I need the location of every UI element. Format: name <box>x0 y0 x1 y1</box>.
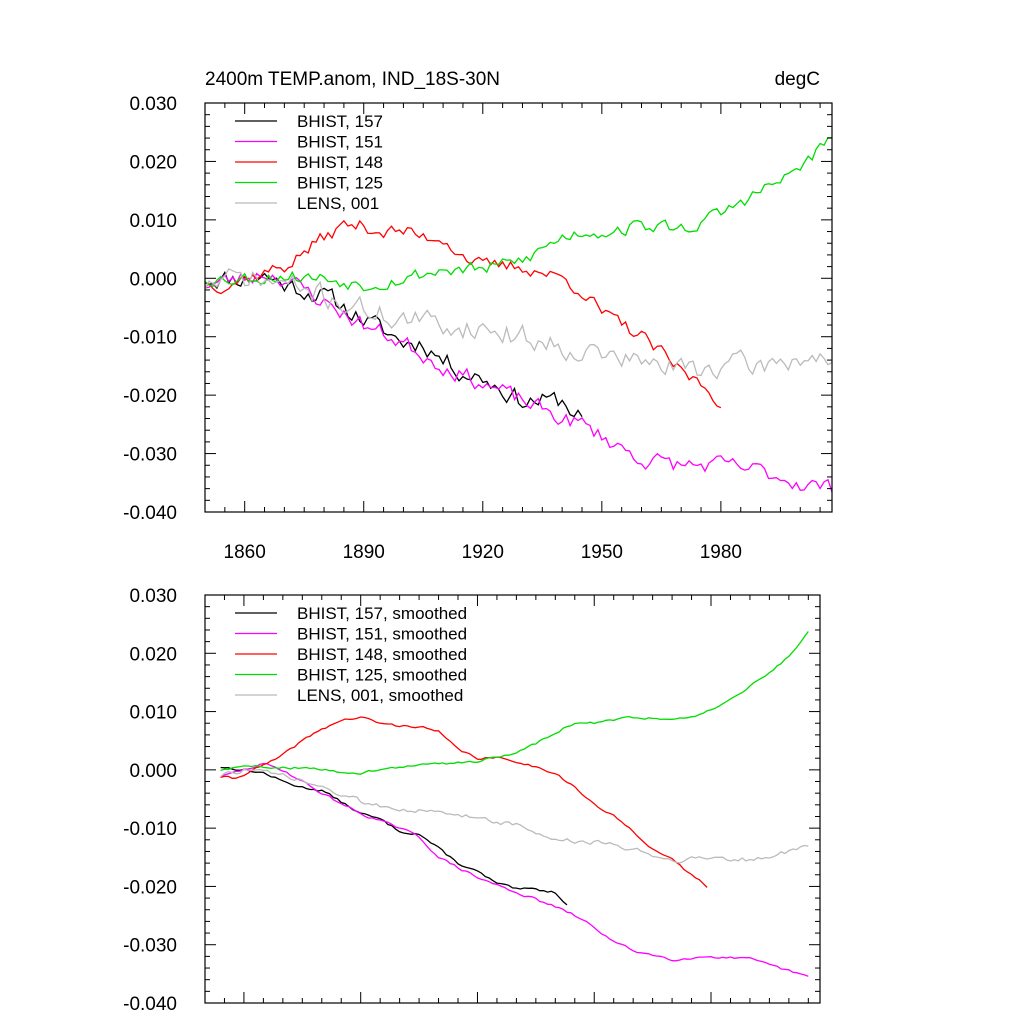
y-tick-label: 0.030 <box>129 586 177 607</box>
y-tick-label: 0.010 <box>129 703 177 724</box>
y-tick-label: -0.010 <box>123 328 177 349</box>
chart-title: 2400m TEMP.anom, IND_18S-30N <box>205 69 500 90</box>
y-tick-label: 0.000 <box>129 761 177 782</box>
series-line-2 <box>220 762 809 977</box>
y-tick-label: 0.000 <box>129 269 177 290</box>
x-tick-label: 1950 <box>581 542 623 563</box>
series-line-1 <box>220 766 568 906</box>
legend-label: BHIST, 151, smoothed <box>297 625 467 644</box>
series-line-5 <box>205 267 832 380</box>
y-tick-label: 0.030 <box>129 94 177 115</box>
legend-label: LENS, 001 <box>297 194 379 213</box>
y-tick-label: -0.040 <box>123 503 177 524</box>
series-line-4 <box>220 631 809 775</box>
legend-label: BHIST, 157 <box>297 112 383 131</box>
y-tick-label: -0.030 <box>123 445 177 466</box>
legend-label: BHIST, 157, smoothed <box>297 604 467 623</box>
legend-label: BHIST, 151 <box>297 133 383 152</box>
chart-panel-1: 0.030 0.020 0.010 0.000 -0.010 -0.020 -0.030 -0… <box>123 69 833 563</box>
series-line-3 <box>205 219 722 409</box>
y-tick-label: 0.010 <box>129 211 177 232</box>
series-line-2 <box>205 272 832 493</box>
x-tick-label: 1980 <box>700 542 742 563</box>
plot-frame <box>204 102 833 513</box>
series-line-3 <box>220 716 708 888</box>
chart-panel-2: 0.030 0.020 0.010 0.000 -0.010 -0.020 -0.030 -0… <box>123 586 821 1015</box>
x-tick-label: 1920 <box>462 542 504 563</box>
y-tick-label: -0.020 <box>123 877 177 898</box>
y-tick-label: 0.020 <box>129 644 177 665</box>
units-label: degC <box>775 69 820 90</box>
y-tick-label: -0.030 <box>123 936 177 957</box>
y-tick-label: 0.020 <box>129 152 177 173</box>
y-tick-label: -0.040 <box>123 994 177 1015</box>
y-tick-label: -0.020 <box>123 386 177 407</box>
series-line-5 <box>220 768 809 864</box>
legend: BHIST, 157, smoothed BHIST, 151, smoothed… <box>235 604 467 705</box>
plot-frame <box>204 594 821 1004</box>
series-line-1 <box>205 271 583 418</box>
legend-label: BHIST, 148, smoothed <box>297 645 467 664</box>
y-tick-label: -0.010 <box>123 819 177 840</box>
legend-label: BHIST, 125 <box>297 174 383 193</box>
legend-label: LENS, 001, smoothed <box>297 686 463 705</box>
legend-label: BHIST, 125, smoothed <box>297 666 467 685</box>
legend-label: BHIST, 148 <box>297 153 383 172</box>
series-line-4 <box>205 136 832 292</box>
x-tick-label: 1860 <box>224 542 266 563</box>
x-tick-label: 1890 <box>343 542 385 563</box>
